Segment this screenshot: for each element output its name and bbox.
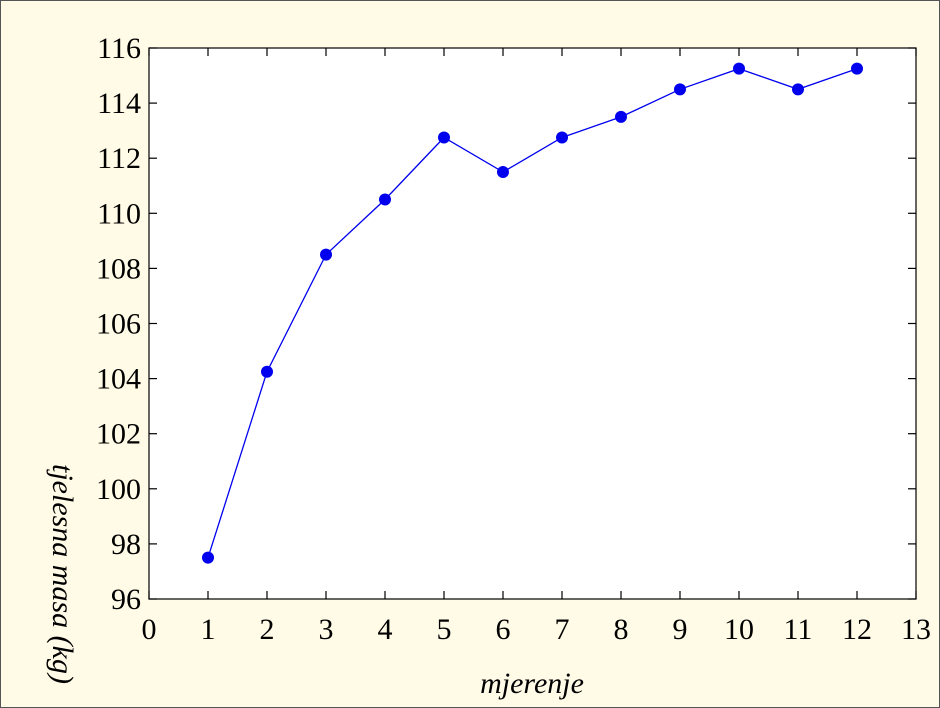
series-line [207,68,858,558]
x-tick-label: 13 [901,613,931,646]
plot-area [148,47,917,600]
data-point [792,83,804,96]
x-tick-label: 12 [842,613,872,646]
x-tick-label: 0 [142,613,157,646]
x-tick-label: 6 [496,613,511,646]
data-point [615,110,627,123]
y-tick-label: 108 [96,252,141,285]
y-tick-label: 100 [96,473,141,506]
y-tick-label: 116 [97,32,141,65]
y-axis-ticks: 96 98 100 102 104 106 108 110 112 114 116 [96,32,916,616]
data-point [320,248,332,261]
data-point [733,62,745,75]
data-point [379,193,391,206]
y-axis-title: tjelesna masa (kg) [46,464,79,684]
data-point [497,165,509,178]
y-tick-label: 98 [111,528,141,561]
y-tick-label: 96 [111,583,141,616]
x-tick-label: 4 [378,613,393,646]
x-tick-label: 11 [784,613,813,646]
x-tick-label: 10 [724,613,754,646]
x-axis-ticks: 0 1 2 3 4 5 6 7 8 9 10 11 12 13 [142,48,931,646]
data-point [202,551,214,564]
y-tick-label: 110 [97,197,141,230]
x-tick-label: 5 [437,613,452,646]
data-points [202,62,863,564]
data-point [438,131,450,144]
x-tick-label: 7 [555,613,570,646]
y-tick-label: 112 [97,142,141,175]
data-point [261,365,273,378]
x-tick-label: 3 [319,613,334,646]
y-tick-label: 106 [96,308,141,341]
y-tick-label: 114 [97,87,141,120]
x-tick-label: 8 [614,613,629,646]
x-tick-label: 2 [260,613,275,646]
x-axis-title: mjerenje [480,667,584,700]
x-tick-label: 9 [673,613,688,646]
x-tick-label: 1 [201,613,216,646]
data-point [674,83,686,96]
data-point [851,62,863,75]
y-tick-label: 104 [96,363,141,396]
y-tick-label: 102 [96,418,141,451]
data-point [556,131,568,144]
